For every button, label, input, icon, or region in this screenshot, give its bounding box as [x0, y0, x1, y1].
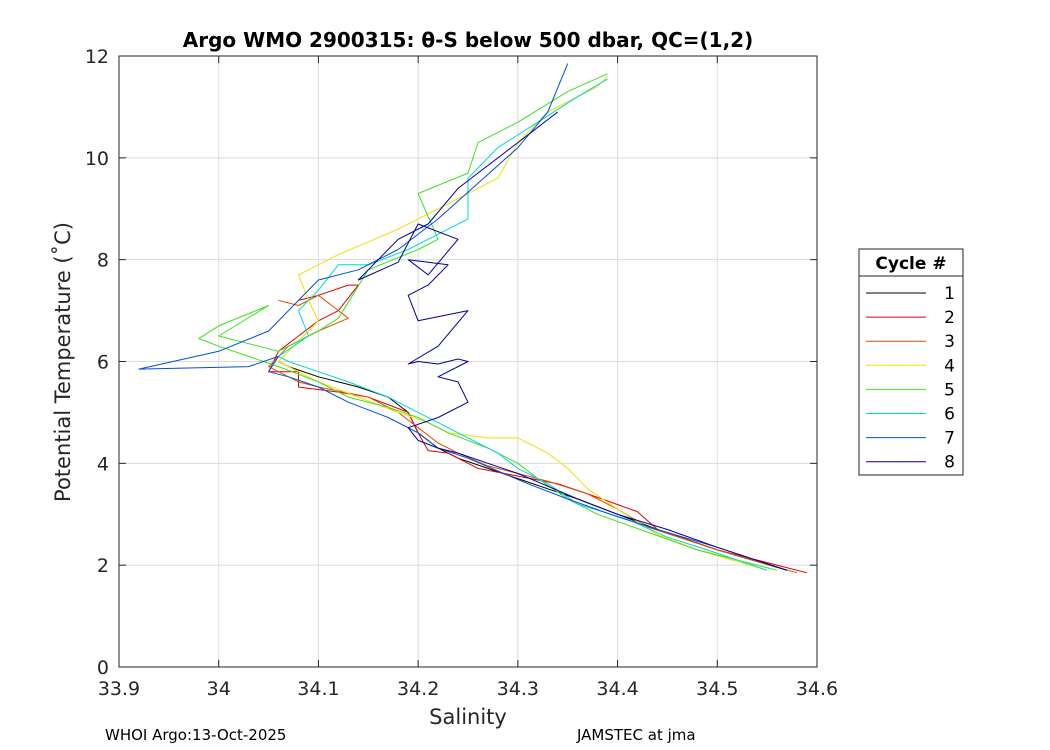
footer-right: JAMSTEC at jma	[576, 726, 696, 744]
legend-label: 4	[944, 356, 955, 376]
y-tick-label: 0	[97, 657, 109, 679]
legend-label: 8	[944, 453, 955, 473]
series-line-cycle-1	[278, 361, 788, 571]
legend-label: 1	[944, 284, 955, 304]
x-tick-label: 34.6	[796, 678, 838, 700]
legend-label: 6	[944, 405, 955, 425]
legend-items: 1 2 3 4 5 6 7 8	[866, 284, 955, 473]
x-tick-label: 34.1	[297, 678, 339, 700]
x-tick-label: 34	[207, 678, 231, 700]
x-tick-label: 33.9	[98, 678, 140, 700]
y-tick-label: 12	[85, 46, 109, 68]
series-line-cycle-3	[268, 294, 798, 574]
x-tick-label: 34.5	[696, 678, 738, 700]
y-tick-label: 2	[97, 555, 109, 577]
legend-label: 7	[944, 429, 955, 449]
series-line-cycle-8	[357, 111, 788, 571]
series-line-cycle-4	[278, 76, 768, 571]
series-line-cycle-2	[268, 284, 808, 574]
y-tick-label: 4	[97, 453, 109, 475]
x-axis-label: Salinity	[429, 705, 507, 729]
legend-label: 5	[944, 380, 955, 400]
y-tick-label: 8	[97, 250, 109, 272]
footer-left: WHOI Argo:13-Oct-2025	[105, 726, 286, 744]
legend-label: 2	[944, 308, 955, 328]
y-axis-label: Potential Temperature (˚C)	[51, 222, 75, 502]
legend: Cycle # 1 2 3 4 5 6 7 8	[858, 248, 964, 476]
series-line-cycle-7	[138, 63, 788, 571]
plot-series	[138, 63, 808, 574]
axis-ticks: 33.9 34 34.1 34.2 34.3 34.4 34.5 34.6 0 2 4 6 8 10 12	[85, 46, 838, 700]
series-line-cycle-6	[278, 78, 768, 571]
y-tick-label: 6	[97, 352, 109, 374]
x-tick-label: 34.2	[397, 678, 439, 700]
legend-title: Cycle #	[875, 254, 946, 274]
x-tick-label: 34.4	[596, 678, 638, 700]
chart-title: Argo WMO 2900315: θ-S below 500 dbar, QC…	[183, 28, 753, 52]
series-line-cycle-5	[198, 73, 778, 571]
y-tick-label: 10	[85, 148, 109, 170]
x-tick-label: 34.3	[497, 678, 539, 700]
legend-label: 3	[944, 332, 955, 352]
